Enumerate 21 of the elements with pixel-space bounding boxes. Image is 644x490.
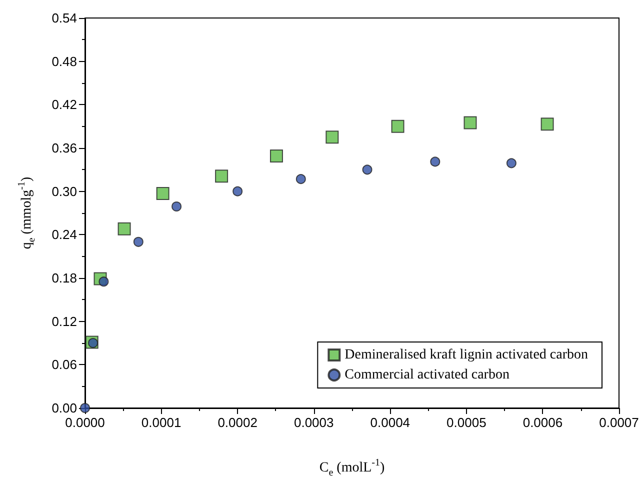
y-tick-label: 0.36 (52, 140, 77, 156)
x-tick-label: 0.0001 (141, 415, 182, 430)
y-tick-label: 0.48 (52, 54, 77, 69)
y-tick-label: 0.12 (52, 314, 77, 329)
y-tick-label: 0.00 (52, 400, 77, 416)
y-tick-label: 0.42 (52, 97, 77, 112)
x-tick-label: 0.0003 (294, 415, 334, 430)
x-tick-label: 0.0006 (522, 415, 563, 430)
y-tick-label: 0.18 (52, 270, 77, 286)
x-tick-label: 0.0002 (218, 415, 258, 430)
x-tick-label: 0.0004 (370, 415, 410, 430)
y-tick-label: 0.54 (52, 10, 77, 26)
y-tick-label: 0.06 (52, 357, 77, 372)
y-tick-label: 0.24 (52, 227, 77, 242)
y-tick-label: 0.30 (52, 184, 77, 199)
x-tick-label: 0.0007 (599, 415, 639, 430)
x-tick-label: 0.0005 (446, 415, 486, 430)
legend-label: Demineralised kraft lignin activated carbon (344, 348, 588, 362)
y-axis-title: qe (mmolg-1) (16, 176, 38, 250)
legend-label: Commercial activated carbon (344, 368, 510, 382)
x-tick-label: 0.0000 (65, 415, 105, 430)
